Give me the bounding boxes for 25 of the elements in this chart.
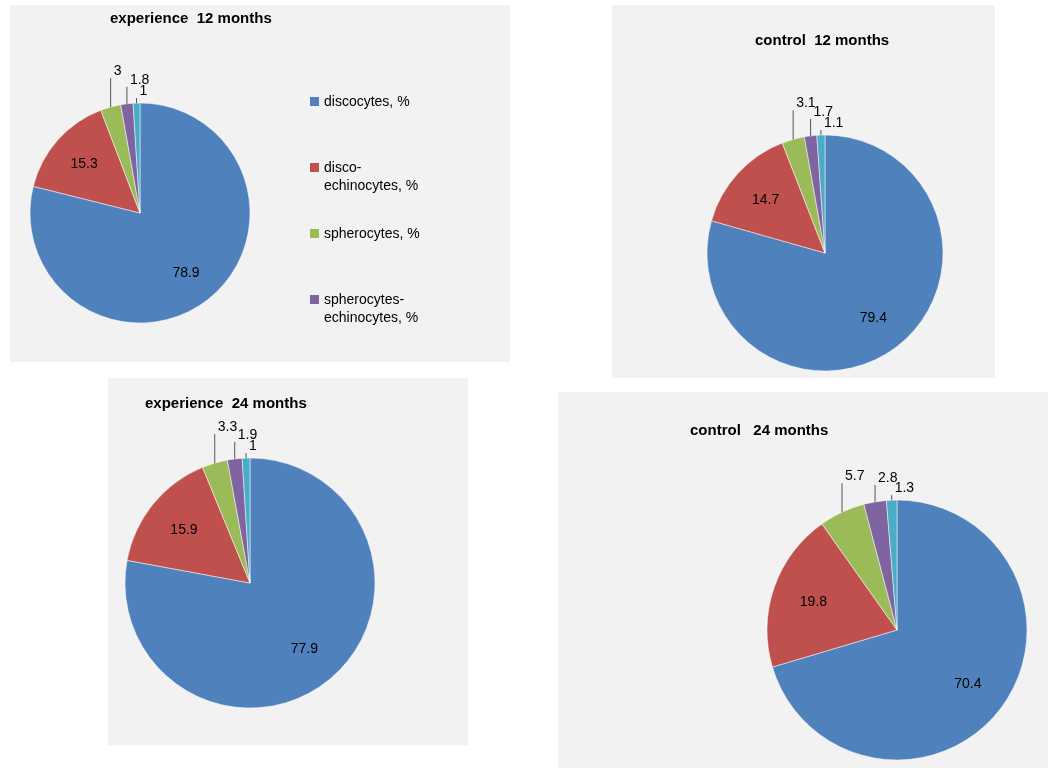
data-label: 3 bbox=[113, 61, 122, 78]
pie-slice bbox=[29, 102, 251, 324]
data-label: 1.9 bbox=[237, 425, 258, 442]
data-label: 3.1 bbox=[796, 94, 816, 111]
legend-label: spherocytes, % bbox=[324, 225, 420, 241]
data-label: 14.7 bbox=[752, 191, 780, 207]
chart-title: control 12 months bbox=[755, 31, 890, 48]
data-label: 1.7 bbox=[813, 102, 834, 119]
data-label: 15.9 bbox=[170, 521, 198, 538]
chart-title: experience 12 months bbox=[110, 9, 272, 26]
data-label: 77.9 bbox=[290, 640, 319, 657]
chart-title: control 24 months bbox=[690, 421, 829, 438]
legend-label: disco-echinocytes, % bbox=[324, 159, 419, 193]
data-label: 78.9 bbox=[172, 263, 200, 280]
legend-label: discocytes, % bbox=[324, 93, 410, 109]
data-label: 70.4 bbox=[954, 674, 982, 691]
data-label: 79.4 bbox=[859, 309, 888, 326]
pie-slice bbox=[706, 134, 944, 372]
pie-slice bbox=[124, 457, 376, 709]
data-label: 15.3 bbox=[70, 155, 98, 172]
legend-label: spherocytes-echinocytes, % bbox=[324, 291, 419, 325]
chart-title: experience 24 months bbox=[145, 394, 307, 411]
data-label: 5.7 bbox=[845, 467, 865, 484]
data-label: 3.3 bbox=[217, 418, 238, 435]
data-label: 19.8 bbox=[799, 593, 828, 610]
